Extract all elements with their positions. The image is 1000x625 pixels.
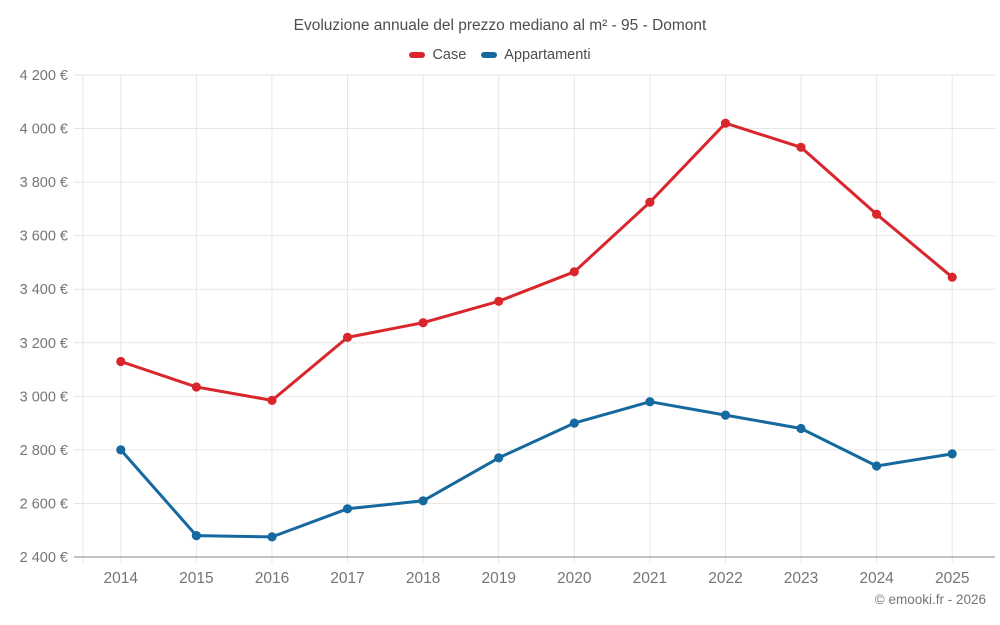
y-tick-label: 3 200 €	[20, 336, 68, 352]
y-tick-label: 3 400 €	[20, 282, 68, 298]
case-legend-label: Case	[432, 47, 467, 63]
appartamenti-point	[116, 445, 126, 455]
case-point	[494, 296, 504, 306]
case-point	[720, 118, 731, 128]
y-tick-label: 4 000 €	[20, 122, 68, 138]
y-tick-label: 2 800 €	[20, 443, 68, 459]
appartamenti-point	[796, 423, 806, 434]
x-tick-label: 2022	[708, 570, 742, 587]
appartamenti-point	[645, 397, 655, 407]
case-point	[116, 356, 126, 367]
x-tick-label: 2024	[859, 570, 894, 587]
case-point	[569, 267, 579, 277]
y-tick-label: 4 200 €	[20, 68, 68, 84]
legend-item-appartamenti[interactable]: Appartamenti	[481, 47, 591, 63]
appartamenti-point	[267, 532, 277, 542]
case-line	[119, 121, 954, 402]
appartamenti-point	[418, 496, 428, 506]
appartamenti-point	[342, 504, 353, 514]
x-tick-label: 2021	[633, 570, 667, 587]
x-tick-label: 2015	[179, 570, 213, 587]
y-tick-label: 3 000 €	[20, 389, 68, 405]
x-tick-label: 2017	[330, 570, 364, 587]
case-point	[191, 382, 201, 392]
case-point	[872, 209, 882, 219]
y-tick-label: 3 800 €	[20, 175, 68, 191]
appartamenti-point	[872, 461, 882, 471]
y-tick-label: 2 400 €	[20, 550, 68, 566]
case-point	[947, 272, 957, 282]
case-point	[267, 395, 277, 405]
appartamenti-legend-swatch	[481, 52, 498, 58]
appartamenti-line	[119, 400, 954, 539]
case-point	[796, 142, 806, 152]
copyright-footer: © emooki.fr - 2026	[874, 592, 986, 607]
appartamenti-point	[494, 453, 504, 463]
appartamenti-point	[720, 410, 731, 420]
case-point	[342, 332, 353, 342]
legend-item-case[interactable]: Case	[409, 47, 466, 63]
x-tick-label: 2023	[784, 570, 818, 587]
chart-title: Evoluzione annuale del prezzo mediano al…	[293, 17, 707, 34]
x-tick-label: 2025	[935, 570, 969, 587]
x-tick-label: 2019	[481, 570, 515, 587]
case-point	[645, 197, 655, 207]
chart-legend: Case Appartamenti	[0, 47, 1000, 63]
case-point	[418, 318, 428, 328]
appartamenti-legend-label: Appartamenti	[504, 47, 591, 63]
x-tick-label: 2020	[557, 570, 592, 587]
x-tick-label: 2014	[104, 570, 139, 587]
x-tick-label: 2018	[406, 570, 440, 587]
appartamenti-point	[947, 449, 957, 459]
y-tick-label: 3 600 €	[20, 229, 68, 245]
y-tick-label: 2 600 €	[20, 496, 68, 512]
case-legend-swatch	[409, 52, 426, 58]
appartamenti-point	[191, 531, 201, 541]
x-tick-label: 2016	[255, 570, 289, 587]
appartamenti-point	[569, 418, 579, 428]
